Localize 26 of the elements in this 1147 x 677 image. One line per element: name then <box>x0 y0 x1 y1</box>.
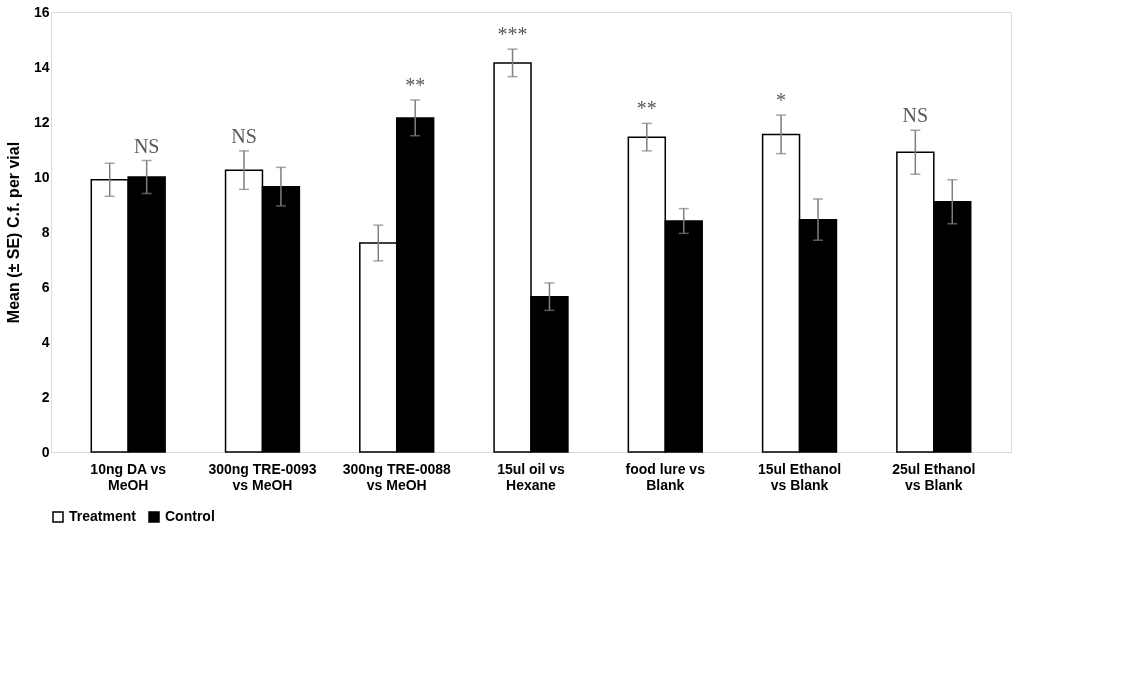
y-tick-label: 8 <box>41 223 50 240</box>
annotation: ** <box>636 97 657 120</box>
x-tick-label: 300ng TRE-0093 vs MeOH <box>208 460 317 493</box>
y-tick-label: 6 <box>41 278 50 295</box>
x-tick-label: 25ul Ethanol vs Blank <box>892 460 976 493</box>
annotation: NS <box>133 134 160 157</box>
x-tick-label: 10ng DA vs MeOH <box>90 460 167 493</box>
annotation: NS <box>902 104 929 127</box>
y-tick-label: 16 <box>33 3 50 20</box>
y-tick-label: 14 <box>33 58 50 75</box>
annotation: NS <box>231 124 257 147</box>
y-axis-title: Mean (± SE) C.f. per vial <box>4 141 22 324</box>
x-tick-label: food lure vs Blank <box>625 460 706 493</box>
y-tick-label: 2 <box>41 388 50 405</box>
legend-label: Control <box>165 508 215 524</box>
annotation: *** <box>497 23 528 46</box>
y-tick-label: 4 <box>41 333 50 350</box>
x-tick-label: 15ul oil vs Hexane <box>497 460 566 493</box>
x-tick-label: 300ng TRE-0088 vs MeOH <box>342 460 452 493</box>
annotation: * <box>776 89 787 112</box>
annotation: ** <box>405 74 426 96</box>
y-tick-label: 0 <box>41 443 50 460</box>
y-tick-label: 12 <box>33 113 50 130</box>
legend-label: Treatment <box>69 508 137 524</box>
y-tick-label: 10 <box>33 168 50 185</box>
x-tick-label: 15ul Ethanol vs Blank <box>757 460 842 493</box>
